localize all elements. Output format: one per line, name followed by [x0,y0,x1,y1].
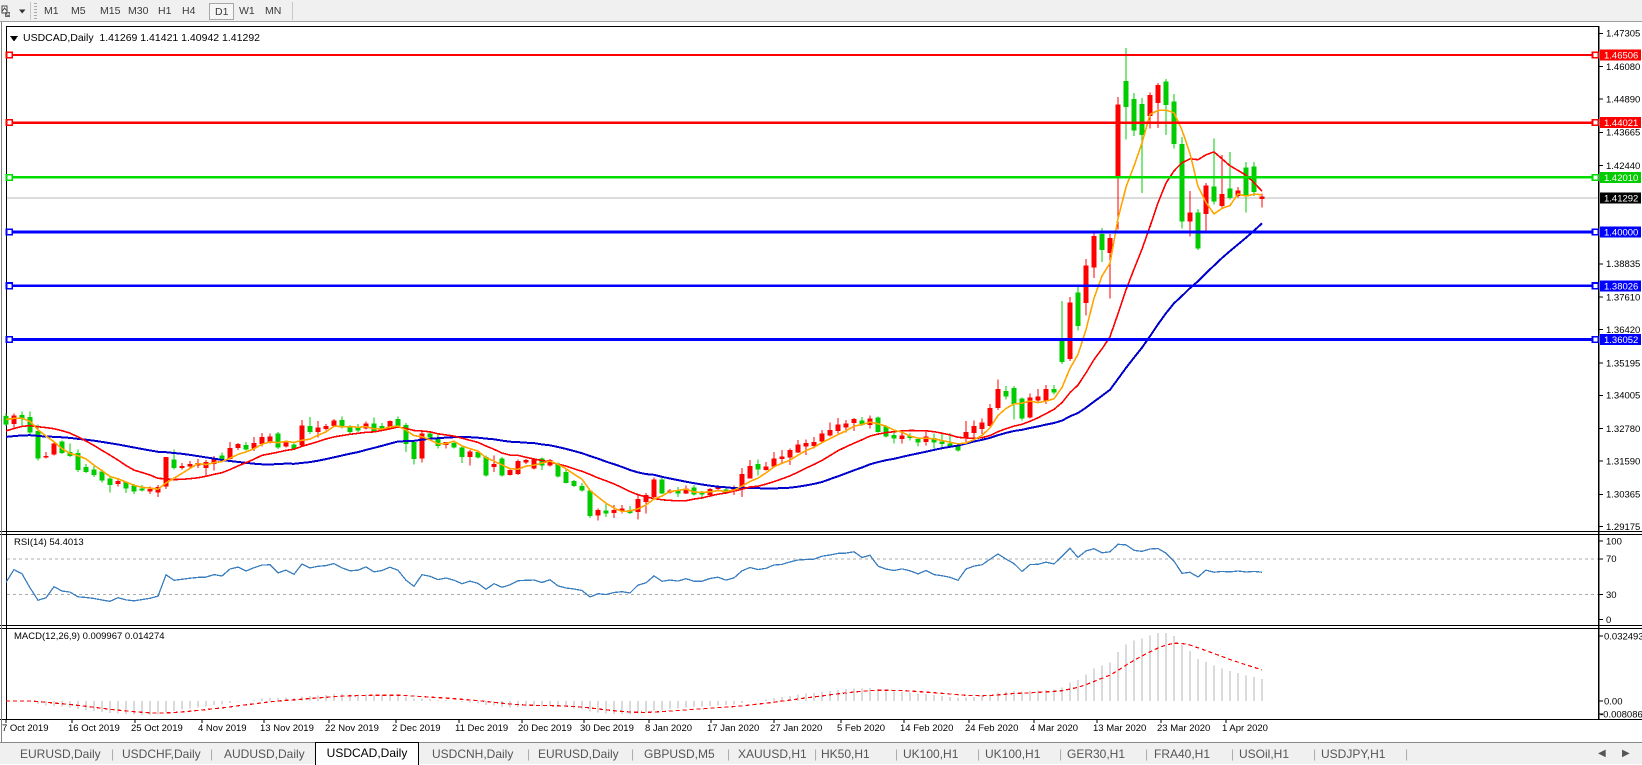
svg-text:1.37610: 1.37610 [1606,293,1640,304]
svg-text:1.30365: 1.30365 [1606,490,1640,501]
svg-text:1.41292: 1.41292 [1604,194,1638,205]
svg-text:22 Nov 2019: 22 Nov 2019 [325,723,379,734]
svg-text:4 Mar 2020: 4 Mar 2020 [1030,723,1078,734]
svg-text:70: 70 [1606,554,1617,565]
svg-text:1.36052: 1.36052 [1604,335,1638,346]
svg-text:1.46506: 1.46506 [1604,51,1638,62]
svg-text:1.40000: 1.40000 [1604,228,1638,239]
svg-text:0: 0 [1606,615,1611,626]
svg-text:7 Oct 2019: 7 Oct 2019 [2,723,48,734]
svg-text:1.35195: 1.35195 [1606,358,1640,369]
svg-text:14 Feb 2020: 14 Feb 2020 [900,723,953,734]
svg-text:0.00: 0.00 [1604,696,1623,707]
svg-text:8 Jan 2020: 8 Jan 2020 [645,723,692,734]
svg-text:1 Apr 2020: 1 Apr 2020 [1222,723,1268,734]
svg-text:1.44021: 1.44021 [1604,118,1638,129]
svg-text:1.38026: 1.38026 [1604,281,1638,292]
svg-text:13 Nov 2019: 13 Nov 2019 [260,723,314,734]
svg-text:25 Oct 2019: 25 Oct 2019 [131,723,183,734]
svg-text:1.29175: 1.29175 [1606,522,1640,533]
svg-text:1.46080: 1.46080 [1606,62,1640,73]
svg-text:1.31590: 1.31590 [1606,456,1640,467]
svg-text:RSI(14) 54.4013: RSI(14) 54.4013 [14,537,84,548]
svg-text:0.032493: 0.032493 [1604,631,1642,642]
svg-text:1.34005: 1.34005 [1606,391,1640,402]
svg-text:30: 30 [1606,590,1617,601]
svg-text:1.32780: 1.32780 [1606,424,1640,435]
svg-text:23 Mar 2020: 23 Mar 2020 [1157,723,1210,734]
svg-text:1.43665: 1.43665 [1606,128,1640,139]
svg-text:30 Dec 2019: 30 Dec 2019 [580,723,634,734]
svg-text:1.36420: 1.36420 [1606,325,1640,336]
svg-text:100: 100 [1606,536,1622,547]
svg-text:1.42440: 1.42440 [1606,161,1640,172]
svg-text:13 Mar 2020: 13 Mar 2020 [1093,723,1146,734]
svg-text:17 Jan 2020: 17 Jan 2020 [707,723,759,734]
svg-text:2 Dec 2019: 2 Dec 2019 [392,723,441,734]
svg-text:1.42010: 1.42010 [1604,173,1638,184]
svg-text:USDCAD,Daily 1.41269 1.41421: USDCAD,Daily 1.41269 1.41421 1.40942 1.4… [23,32,260,44]
svg-text:27 Jan 2020: 27 Jan 2020 [770,723,822,734]
svg-text:11 Dec 2019: 11 Dec 2019 [455,723,508,734]
svg-text:5 Feb 2020: 5 Feb 2020 [837,723,885,734]
svg-text:1.44890: 1.44890 [1606,94,1640,105]
svg-text:16 Oct 2019: 16 Oct 2019 [68,723,120,734]
svg-text:MACD(12,26,9) 0.009967 0.01427: MACD(12,26,9) 0.009967 0.014274 [14,631,165,642]
svg-text:4 Nov 2019: 4 Nov 2019 [198,723,247,734]
svg-text:-0.008086: -0.008086 [1600,709,1642,720]
svg-text:1.47305: 1.47305 [1606,29,1640,40]
svg-text:24 Feb 2020: 24 Feb 2020 [965,723,1018,734]
svg-text:1.38835: 1.38835 [1606,259,1640,270]
svg-text:20 Dec 2019: 20 Dec 2019 [518,723,572,734]
